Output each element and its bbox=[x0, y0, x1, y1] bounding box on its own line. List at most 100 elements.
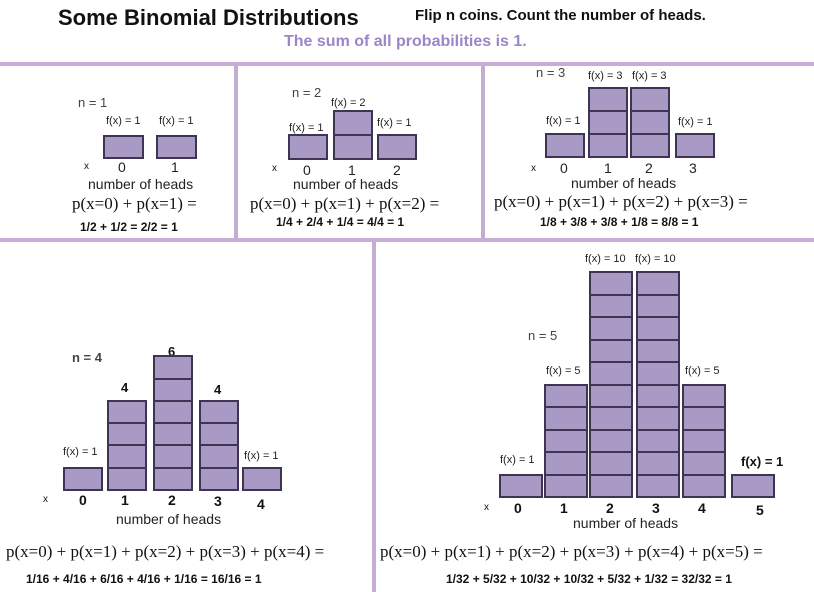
probability-equation: p(x=0) + p(x=1) = bbox=[72, 194, 197, 213]
bar-block bbox=[636, 429, 680, 453]
bar-block bbox=[499, 474, 543, 498]
probability-sum: 1/16 + 4/16 + 6/16 + 4/16 + 1/16 = 16/16… bbox=[26, 572, 262, 586]
fx-label: f(x) = 5 bbox=[546, 365, 581, 377]
fx-label: f(x) = 2 bbox=[331, 97, 366, 109]
x-axis-label: number of heads bbox=[293, 176, 399, 192]
bar-block bbox=[333, 110, 373, 136]
bar-block bbox=[636, 316, 680, 341]
fx-label: f(x) = 3 bbox=[632, 70, 667, 82]
x-marker: x bbox=[484, 502, 489, 513]
bar-block bbox=[288, 134, 328, 160]
bar-block bbox=[588, 110, 628, 135]
bar-block bbox=[682, 384, 726, 408]
page-subtitle: Flip n coins. Count the number of heads. bbox=[415, 7, 706, 24]
bar-block bbox=[630, 87, 670, 112]
bar-block bbox=[199, 422, 239, 446]
bar-block bbox=[675, 133, 715, 158]
tick-label: 2 bbox=[645, 160, 653, 176]
x-axis-label: number of heads bbox=[116, 511, 222, 527]
bar-block bbox=[588, 87, 628, 112]
fx-label: f(x) = 10 bbox=[585, 253, 626, 265]
divider-panel-2-3 bbox=[481, 62, 485, 240]
bar-block bbox=[682, 429, 726, 453]
bar-block bbox=[589, 316, 633, 341]
fx-label: f(x) = 1 bbox=[500, 454, 535, 466]
bar-block bbox=[636, 294, 680, 318]
bar-block bbox=[636, 271, 680, 296]
bar-block bbox=[153, 400, 193, 424]
divider-panel-4-5 bbox=[372, 238, 376, 592]
bar-block bbox=[199, 467, 239, 491]
tick-label: 2 bbox=[606, 500, 614, 516]
bar-block bbox=[377, 134, 417, 160]
bar-block bbox=[589, 384, 633, 408]
tick-label: 3 bbox=[214, 493, 222, 509]
bar-block bbox=[107, 444, 147, 469]
bar-block bbox=[544, 474, 588, 498]
x-marker: x bbox=[84, 161, 89, 172]
probability-equation: p(x=0) + p(x=1) + p(x=2) + p(x=3) + p(x=… bbox=[6, 542, 325, 561]
bar-block bbox=[199, 444, 239, 469]
bar-block bbox=[636, 339, 680, 363]
bar-block bbox=[589, 406, 633, 431]
n-label: n = 5 bbox=[528, 328, 558, 343]
fx-label: f(x) = 1 bbox=[741, 454, 784, 469]
bar-block bbox=[589, 271, 633, 296]
bar-block bbox=[63, 467, 103, 491]
probability-equation: p(x=0) + p(x=1) + p(x=2) + p(x=3) = bbox=[494, 192, 748, 211]
bar-block bbox=[544, 429, 588, 453]
tick-label: 0 bbox=[303, 162, 311, 178]
bar-block bbox=[636, 406, 680, 431]
bar-block bbox=[630, 133, 670, 158]
bar-block bbox=[636, 451, 680, 476]
bar-block bbox=[588, 133, 628, 158]
fx-label: f(x) = 10 bbox=[635, 253, 676, 265]
divider-panel-1-2 bbox=[234, 62, 238, 240]
fx-label: f(x) = 1 bbox=[244, 450, 279, 462]
bar-block bbox=[107, 422, 147, 446]
fx-label: f(x) = 5 bbox=[685, 365, 720, 377]
bar-block bbox=[544, 384, 588, 408]
bar-block bbox=[636, 384, 680, 408]
fx-label: f(x) = 1 bbox=[159, 115, 194, 127]
bar-block bbox=[589, 339, 633, 363]
tick-label: 3 bbox=[689, 160, 697, 176]
bar-block bbox=[589, 451, 633, 476]
x-axis-label: number of heads bbox=[571, 175, 677, 191]
fx-label: 4 bbox=[121, 380, 129, 395]
x-marker: x bbox=[272, 163, 277, 174]
tick-label: 3 bbox=[652, 500, 660, 516]
sum-note: The sum of all probabilities is 1. bbox=[284, 33, 527, 50]
tick-label: 1 bbox=[171, 159, 179, 175]
probability-sum: 1/2 + 1/2 = 2/2 = 1 bbox=[80, 220, 178, 234]
tick-label: 0 bbox=[514, 500, 522, 516]
n-label: n = 2 bbox=[292, 85, 322, 100]
x-marker: x bbox=[531, 163, 536, 174]
bar-block bbox=[107, 400, 147, 424]
tick-label: 1 bbox=[604, 160, 612, 176]
bar-block bbox=[333, 134, 373, 160]
tick-label: 2 bbox=[168, 492, 176, 508]
bar-block bbox=[153, 422, 193, 446]
bar-block bbox=[630, 110, 670, 135]
tick-label: 5 bbox=[756, 502, 764, 518]
probability-equation: p(x=0) + p(x=1) + p(x=2) = bbox=[250, 194, 440, 213]
tick-label: 1 bbox=[560, 500, 568, 516]
n-label: n = 1 bbox=[78, 95, 108, 110]
bar-block bbox=[544, 406, 588, 431]
tick-label: 4 bbox=[698, 500, 706, 516]
fx-label: f(x) = 1 bbox=[106, 115, 141, 127]
bar-block bbox=[636, 474, 680, 498]
tick-label: 4 bbox=[257, 496, 265, 512]
bar-block bbox=[682, 451, 726, 476]
bar-block bbox=[682, 474, 726, 498]
tick-label: 0 bbox=[79, 492, 87, 508]
n-label: n = 3 bbox=[536, 65, 566, 80]
bar-block bbox=[545, 133, 585, 158]
middle-divider bbox=[0, 238, 814, 242]
bar-block bbox=[103, 135, 144, 159]
tick-label: 1 bbox=[121, 492, 129, 508]
n-label: n = 4 bbox=[72, 350, 102, 365]
fx-label: 4 bbox=[214, 382, 222, 397]
